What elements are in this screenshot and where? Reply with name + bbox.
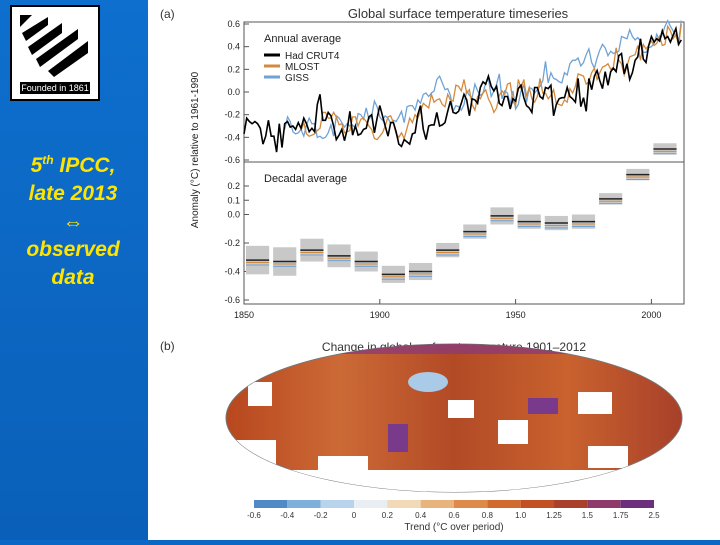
- legend-label-giss: GISS: [285, 73, 309, 84]
- map-arctic-band: [226, 344, 682, 354]
- colorbar-tick-label: 1.5: [582, 511, 594, 520]
- legend-label-mlost: MLOST: [285, 62, 319, 73]
- legend-label-hadcrut: Had CRUT4: [285, 51, 340, 62]
- caption-line-1-superscript: th: [42, 153, 54, 167]
- series-line-giss: [284, 19, 682, 140]
- logo-caption: Founded in 1861: [20, 82, 90, 94]
- decadal-subtitle: Decadal average: [264, 173, 347, 185]
- equivalence-arrow-icon: ⇔: [62, 210, 84, 233]
- annual-subtitle: Annual average: [264, 33, 341, 45]
- decadal-y-tick-label: 0.0: [227, 210, 240, 220]
- map-missing-data-4: [498, 420, 528, 444]
- x-ticks: 1850 1900 1950 2000: [234, 299, 661, 320]
- ipcc-figure: (a) Global surface temperature timeserie…: [148, 0, 720, 540]
- colorbar-swatch: [320, 500, 354, 508]
- decadal-y-tick-label: -0.4: [224, 267, 240, 277]
- figure-canvas: (a) Global surface temperature timeserie…: [160, 6, 685, 533]
- annual-series: [243, 19, 682, 153]
- x-tick-label: 1850: [234, 310, 254, 320]
- annual-y-tick-label: -0.4: [224, 132, 240, 142]
- colorbar-tick-label: 0.4: [415, 511, 427, 520]
- x-tick-label: 1950: [506, 310, 526, 320]
- annual-y-tick-label: 0.2: [227, 64, 240, 74]
- annual-y-ticks: 0.6 0.4 0.2 0.0 -0.2 -0.4 -0.6: [224, 19, 249, 165]
- decadal-frame: [243, 161, 685, 305]
- map-missing-data-3: [578, 392, 612, 414]
- colorbar-tick-label: -0.4: [280, 511, 294, 520]
- colorbar-swatch: [254, 500, 288, 508]
- colorbar-swatch: [520, 500, 554, 508]
- institution-logo: Founded in 1861: [10, 5, 100, 101]
- map-missing-data-7: [588, 446, 628, 468]
- caption-line-1-rest: IPCC,: [53, 154, 116, 177]
- annual-y-tick-label: -0.6: [224, 155, 240, 165]
- annual-y-tick-label: 0.4: [227, 42, 240, 52]
- panel-a-label: (a): [160, 7, 175, 21]
- colorbar-swatch: [587, 500, 621, 508]
- map-cold-spot-atlantic: [408, 372, 448, 392]
- colorbar-tick-label: 0: [352, 511, 357, 520]
- panel-b-label: (b): [160, 339, 175, 353]
- decadal-y-tick-label: -0.6: [224, 295, 240, 305]
- decadal-series: [246, 143, 677, 283]
- colorbar-swatch: [554, 500, 588, 508]
- colorbar-swatch: [620, 500, 654, 508]
- colorbar: -0.6 -0.4 -0.2 0 0.2 0.4 0.6 0.8 1.0 1.25 1.5 1.75 2…: [247, 500, 660, 520]
- colorbar-swatch: [387, 500, 421, 508]
- caption-line-1-number: 5: [30, 154, 43, 177]
- annual-y-tick-label: -0.2: [224, 110, 240, 120]
- y-axis-label: Anomaly (°C) relative to 1961-1990: [190, 71, 201, 228]
- temperature-trend-map: [225, 343, 683, 493]
- colorbar-tick-label: 1.25: [546, 511, 562, 520]
- colorbar-swatch: [487, 500, 521, 508]
- caption-line-4: data: [51, 266, 95, 289]
- caption-line-2: late 2013: [28, 182, 118, 205]
- decadal-y-tick-label: -0.2: [224, 238, 240, 248]
- x-tick-label: 1900: [370, 310, 390, 320]
- colorbar-tick-label: 0.8: [482, 511, 494, 520]
- caption-line-3: observed: [26, 238, 120, 261]
- map-missing-data-2: [448, 400, 474, 418]
- timeseries-title: Global surface temperature timeseries: [348, 6, 569, 21]
- colorbar-tick-label: 0.2: [382, 511, 394, 520]
- decadal-y-tick-label: 0.1: [227, 195, 240, 205]
- logo-emblem-icon: [18, 13, 92, 81]
- colorbar-tick-label: 0.6: [448, 511, 460, 520]
- colorbar-swatch: [287, 500, 321, 508]
- colorbar-label: Trend (°C over period): [404, 522, 503, 533]
- colorbar-tick-label: 1.75: [613, 511, 629, 520]
- colorbar-swatch: [420, 500, 454, 508]
- colorbar-tick-label: 2.5: [648, 511, 660, 520]
- colorbar-tick-label: -0.2: [314, 511, 328, 520]
- decadal-y-ticks: 0.2 0.1 0.0 -0.2 -0.4 -0.6: [224, 181, 249, 305]
- map-antarctic-missing: [226, 470, 682, 492]
- annual-y-tick-label: 0.6: [227, 19, 240, 29]
- slide-left-panel: Founded in 1861 5th IPCC, late 2013 ⇔ ob…: [0, 0, 148, 540]
- series-line-had-crut4: [243, 25, 682, 153]
- colorbar-swatch: [454, 500, 488, 508]
- map-missing-data-1: [248, 382, 272, 406]
- x-tick-label: 2000: [641, 310, 661, 320]
- colorbar-tick-label: -0.6: [247, 511, 261, 520]
- series-line-mlost: [300, 23, 682, 141]
- slide-caption: 5th IPCC, late 2013 ⇔ observed data: [6, 146, 140, 292]
- caption-line-1: 5th IPCC,: [6, 146, 140, 180]
- decadal-y-tick-label: 0.2: [227, 181, 240, 191]
- annual-y-tick-label: 0.0: [227, 87, 240, 97]
- colorbar-tick-label: 1.0: [515, 511, 527, 520]
- legend: Had CRUT4 MLOST GISS: [264, 51, 340, 84]
- colorbar-swatch: [354, 500, 388, 508]
- map-warm-spot-brazil: [388, 424, 408, 452]
- map-warm-spot-asia: [528, 398, 558, 414]
